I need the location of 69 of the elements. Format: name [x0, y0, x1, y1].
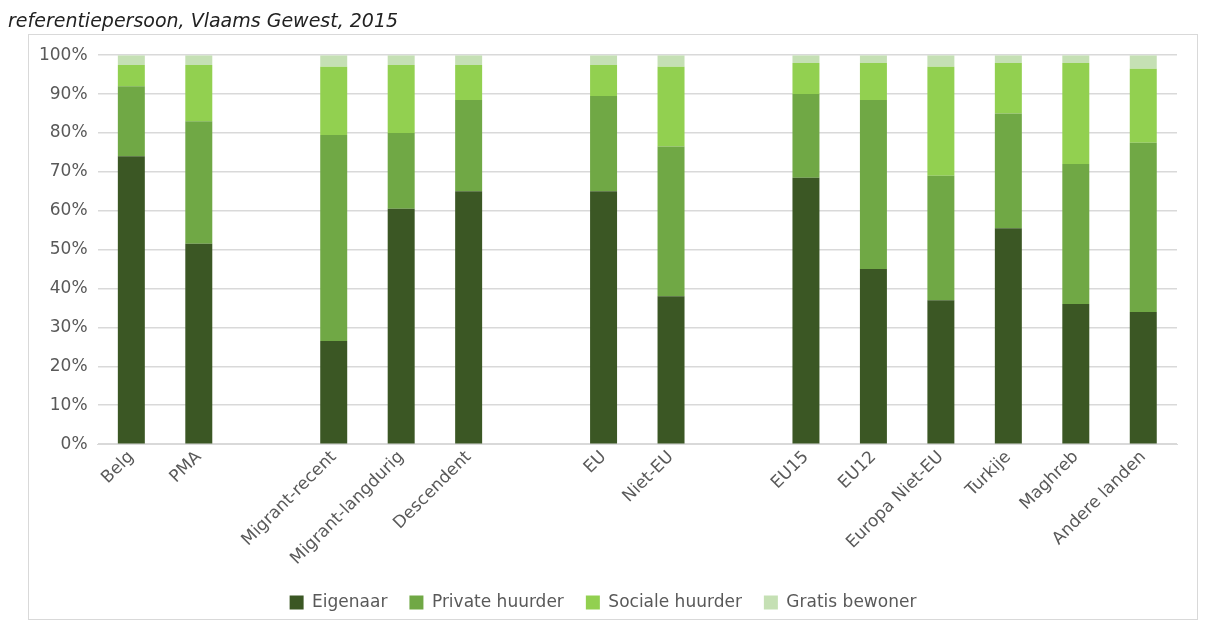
bar: [320, 134, 348, 342]
y-tick-label: 70%: [49, 160, 88, 181]
bar: [927, 300, 955, 444]
bar: [792, 177, 820, 444]
bar: [792, 62, 820, 95]
bar: [994, 62, 1022, 114]
bar: [657, 66, 685, 147]
bar: [455, 55, 483, 65]
bar: [185, 243, 213, 444]
bar: [1062, 62, 1090, 165]
chart-title: referentiepersoon, Vlaams Gewest, 2015: [8, 8, 399, 32]
y-tick-label: 80%: [49, 121, 88, 142]
bar: [185, 121, 213, 244]
bar: [1062, 55, 1090, 63]
bar: [590, 191, 618, 444]
bar: [657, 55, 685, 67]
bar: [859, 55, 887, 63]
bar: [185, 55, 213, 65]
bar: [320, 66, 348, 135]
y-tick-label: 50%: [49, 238, 88, 259]
bar: [994, 55, 1022, 63]
bar: [387, 208, 415, 444]
bar: [1062, 304, 1090, 444]
bar: [320, 55, 348, 67]
bar: [657, 146, 685, 297]
bar: [994, 113, 1022, 229]
bar: [1129, 311, 1157, 444]
y-tick-label: 0%: [60, 432, 88, 453]
legend-label: Gratis bewoner: [786, 590, 917, 611]
bar: [387, 132, 415, 209]
bar: [859, 99, 887, 270]
bar: [117, 64, 145, 87]
bar: [455, 64, 483, 100]
bar: [927, 66, 955, 176]
bar: [455, 99, 483, 192]
bar: [1062, 164, 1090, 305]
y-tick-label: 20%: [49, 354, 88, 375]
bar: [859, 62, 887, 100]
y-tick-label: 30%: [49, 315, 88, 336]
bar: [590, 64, 618, 97]
bar: [590, 55, 618, 65]
bar: [117, 86, 145, 157]
y-tick-label: 10%: [49, 393, 88, 414]
bar: [1129, 142, 1157, 312]
legend-label: Private huurder: [431, 590, 564, 611]
bar: [117, 55, 145, 65]
y-tick-label: 100%: [38, 43, 88, 64]
bar: [117, 156, 145, 444]
bar: [1129, 68, 1157, 143]
y-tick-label: 90%: [49, 82, 88, 103]
bar: [185, 64, 213, 122]
legend-label: Eigenaar: [312, 590, 388, 611]
bar: [792, 94, 820, 178]
bar: [387, 55, 415, 65]
bar: [387, 64, 415, 133]
bar: [455, 191, 483, 444]
bar: [859, 269, 887, 444]
bar: [927, 175, 955, 301]
y-tick-label: 40%: [49, 276, 88, 297]
bar: [657, 296, 685, 444]
bar: [792, 55, 820, 63]
bar: [320, 341, 348, 444]
legend-label: Sociale huurder: [608, 590, 742, 611]
bar: [590, 96, 618, 192]
y-tick-label: 60%: [49, 199, 88, 220]
bar: [994, 228, 1022, 444]
x-tick-label: EU: [578, 446, 610, 477]
bar: [927, 55, 955, 67]
bar: [1129, 55, 1157, 69]
